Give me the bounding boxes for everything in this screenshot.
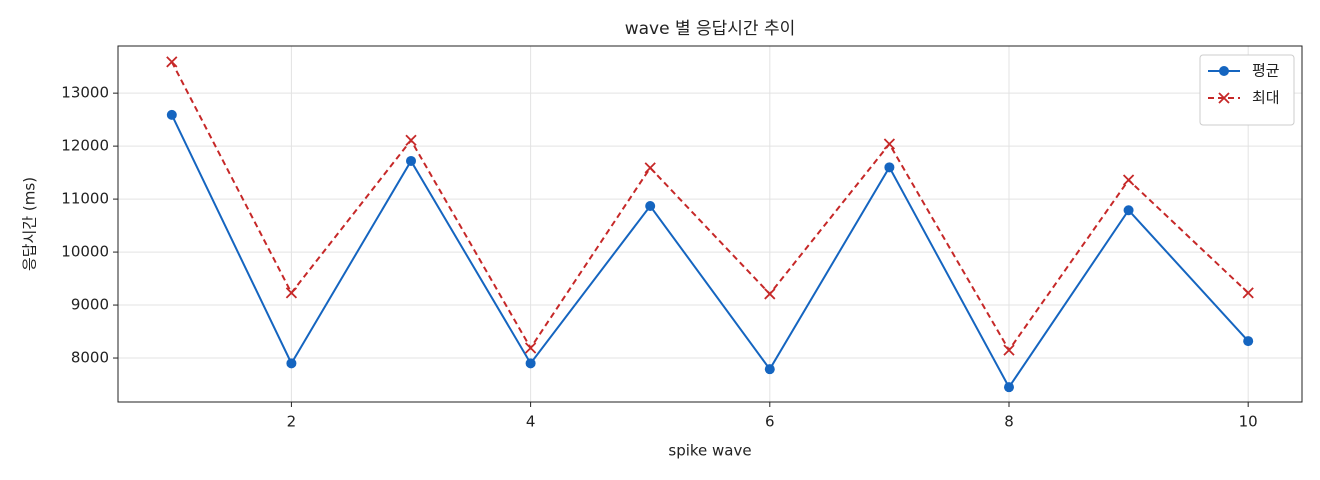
plot-frame [117, 45, 1303, 403]
x-tick-label: 6 [765, 413, 775, 431]
x-tick-label: 8 [1004, 413, 1014, 431]
series-line [170, 61, 1249, 352]
marker-shape [1218, 92, 1230, 104]
marker [1003, 382, 1014, 393]
marker [764, 364, 775, 375]
y-tick-label: 8000 [71, 349, 109, 367]
marker [406, 155, 417, 166]
x-axis-label: spike wave [668, 442, 751, 460]
y-tick-label: 9000 [71, 296, 109, 314]
marker-shape [405, 134, 417, 146]
y-tick-label: 12000 [61, 137, 109, 155]
marker [1243, 336, 1254, 347]
marker-shape [644, 162, 656, 174]
y-tick-label: 13000 [61, 84, 109, 102]
marker-shape [1003, 344, 1015, 356]
marker [644, 162, 656, 174]
marker [645, 200, 656, 211]
marker [1218, 92, 1230, 104]
x-tick-label: 10 [1239, 413, 1258, 431]
x-tick-label: 2 [287, 413, 297, 431]
marker [1003, 344, 1015, 356]
marker [286, 358, 297, 369]
marker [1242, 287, 1254, 299]
marker-shape [1122, 174, 1135, 186]
marker [166, 56, 178, 68]
marker-shape [524, 342, 537, 354]
y-tick-label: 11000 [61, 190, 109, 208]
marker-shape [1242, 287, 1254, 299]
marker [1122, 174, 1135, 186]
marker [525, 358, 536, 369]
marker-shape [883, 138, 896, 150]
marker [166, 109, 177, 120]
marker [405, 134, 417, 146]
chart-title: wave 별 응답시간 추이 [625, 19, 796, 39]
legend-label: 최대 [1252, 89, 1280, 107]
y-axis-label: 응답시간 (ms) [21, 177, 39, 271]
marker [883, 138, 896, 150]
marker [1219, 66, 1229, 76]
legend-box [1199, 54, 1295, 126]
x-tick-label: 4 [526, 413, 536, 431]
marker [285, 287, 298, 299]
marker [1123, 205, 1134, 216]
marker-shape [166, 56, 178, 68]
marker [524, 342, 537, 354]
y-tick-label: 10000 [61, 243, 109, 261]
series-line [170, 114, 1249, 390]
marker [764, 288, 776, 300]
marker-shape [764, 288, 776, 300]
marker-shape [285, 287, 298, 299]
marker [884, 162, 895, 173]
legend-label: 평균 [1252, 62, 1280, 80]
